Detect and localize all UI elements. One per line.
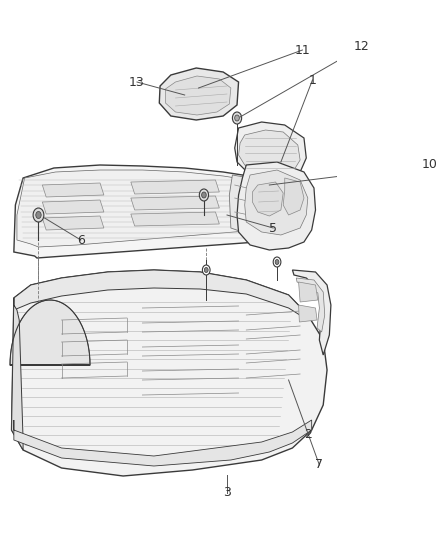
Circle shape: [202, 265, 210, 275]
Text: 12: 12: [354, 41, 370, 53]
Polygon shape: [42, 200, 104, 214]
Polygon shape: [14, 270, 308, 320]
Circle shape: [204, 268, 208, 272]
Circle shape: [275, 260, 279, 264]
Circle shape: [233, 112, 242, 124]
Circle shape: [235, 115, 239, 121]
Polygon shape: [11, 270, 327, 476]
Polygon shape: [252, 182, 283, 216]
Polygon shape: [17, 170, 296, 247]
Polygon shape: [131, 212, 219, 226]
Polygon shape: [11, 298, 23, 450]
Polygon shape: [293, 270, 331, 355]
Text: 11: 11: [295, 44, 310, 56]
Polygon shape: [131, 196, 219, 210]
Circle shape: [273, 257, 281, 267]
Polygon shape: [14, 165, 300, 258]
Polygon shape: [166, 76, 231, 115]
Text: 6: 6: [77, 233, 85, 246]
Polygon shape: [237, 162, 315, 250]
Polygon shape: [159, 68, 239, 120]
Text: 2: 2: [304, 429, 312, 441]
Polygon shape: [10, 300, 90, 365]
Polygon shape: [245, 170, 308, 235]
Polygon shape: [235, 122, 306, 180]
Circle shape: [33, 208, 44, 222]
Text: 1: 1: [308, 74, 316, 86]
Text: 10: 10: [421, 158, 438, 172]
Text: 13: 13: [129, 76, 145, 88]
Polygon shape: [14, 420, 312, 466]
Polygon shape: [299, 305, 317, 322]
Text: 3: 3: [223, 487, 231, 499]
Circle shape: [36, 212, 41, 219]
Polygon shape: [296, 278, 325, 332]
Polygon shape: [283, 178, 304, 215]
Polygon shape: [42, 216, 104, 230]
Text: 5: 5: [269, 222, 277, 235]
Polygon shape: [230, 175, 283, 232]
Polygon shape: [131, 180, 219, 194]
Polygon shape: [42, 183, 104, 197]
Polygon shape: [239, 130, 300, 174]
Circle shape: [199, 189, 208, 201]
Polygon shape: [299, 282, 318, 302]
Text: 7: 7: [315, 458, 323, 472]
Circle shape: [201, 192, 206, 198]
